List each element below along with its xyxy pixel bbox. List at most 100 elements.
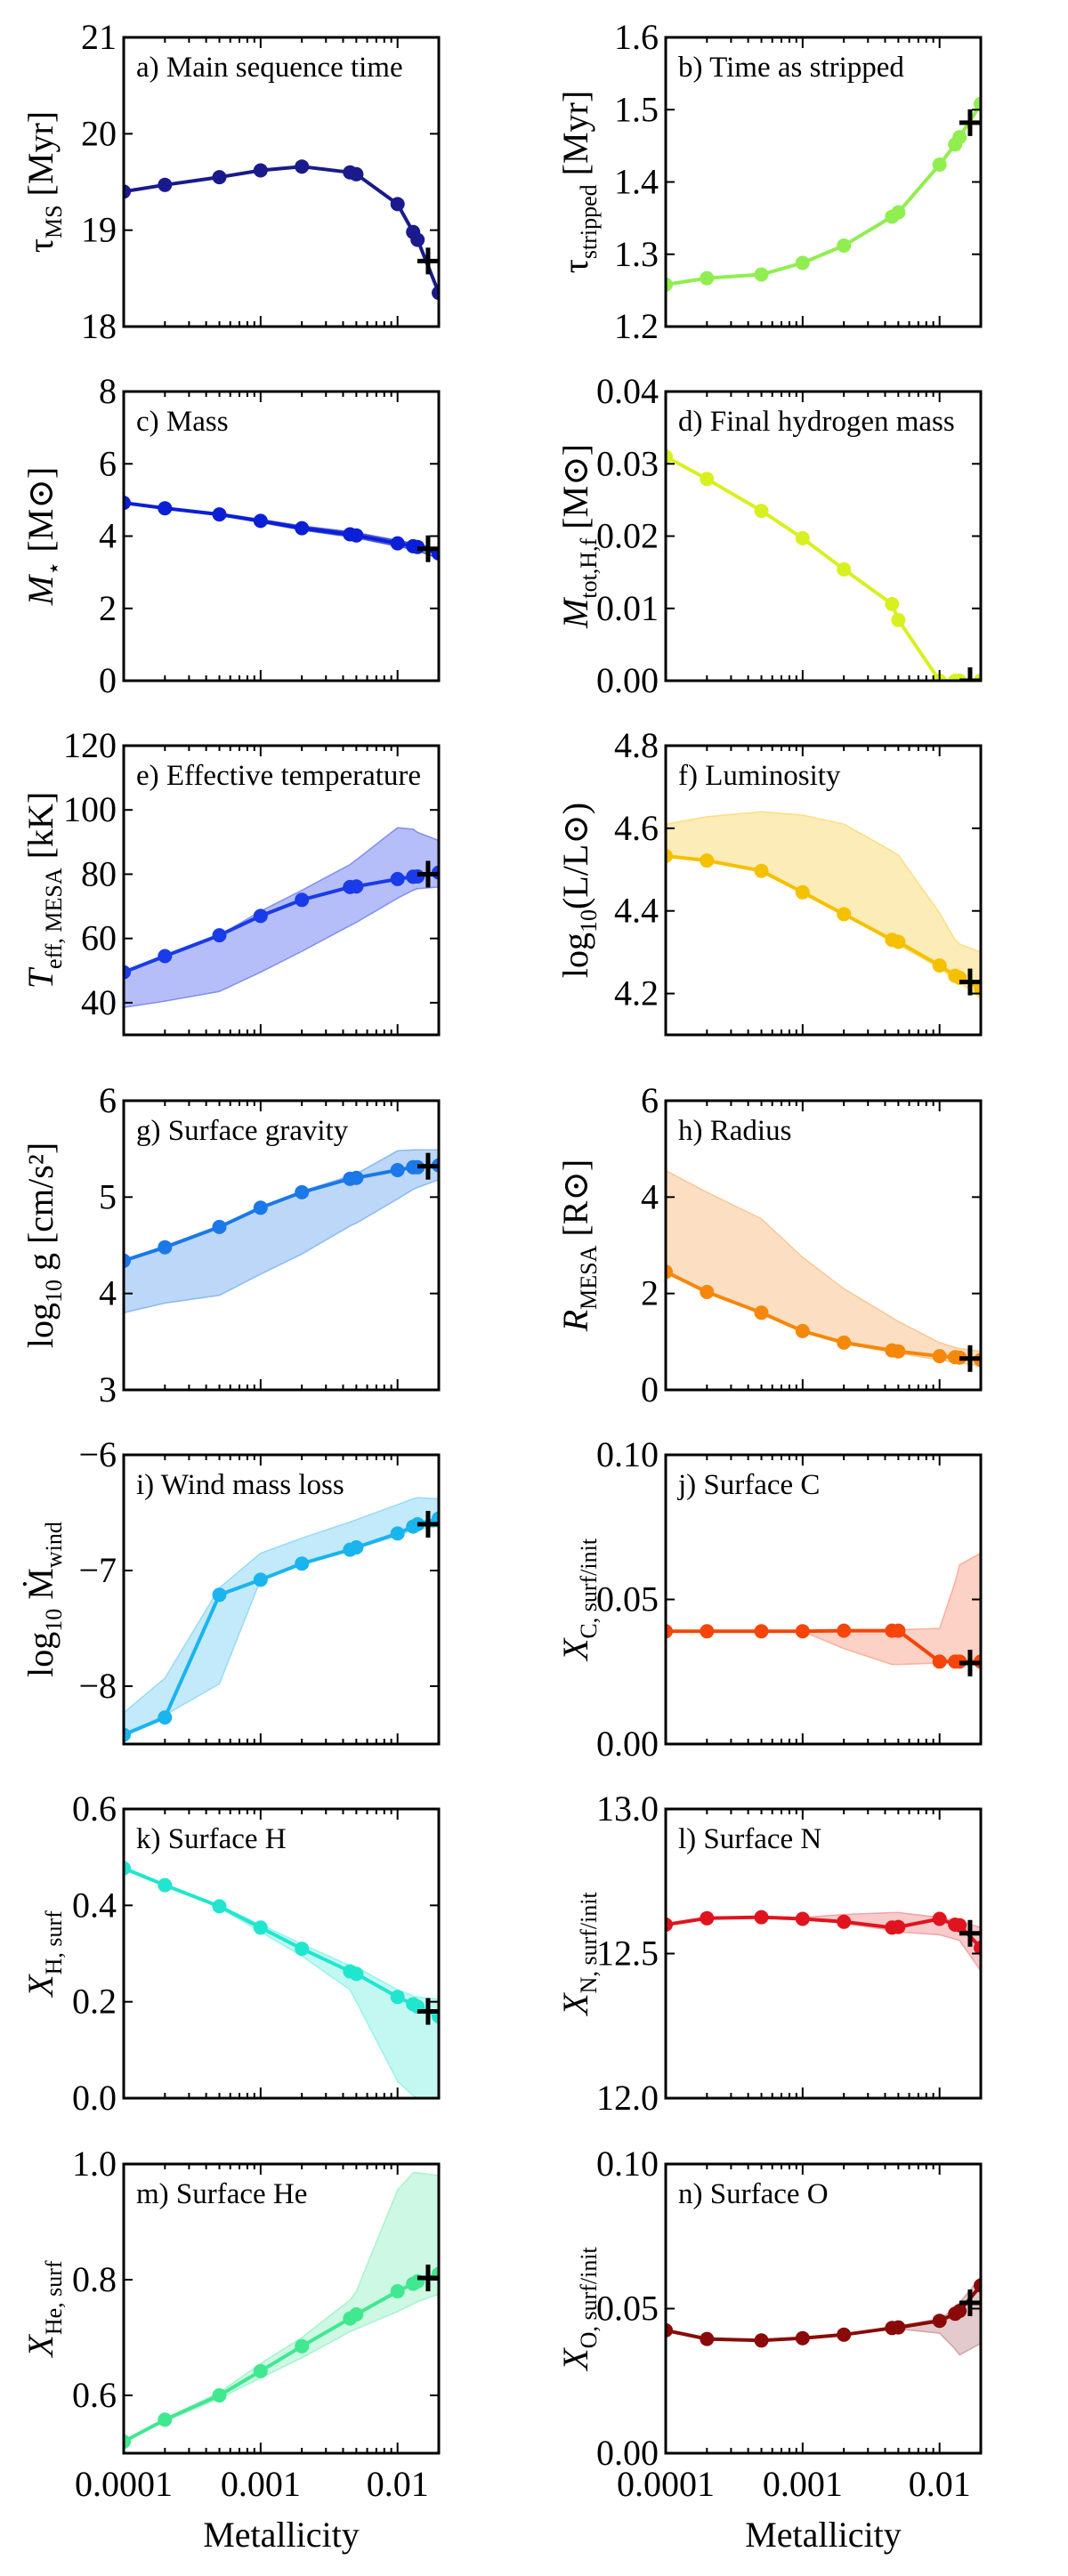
data-point <box>432 1511 439 1526</box>
x-tick-label: 0.01 <box>909 2464 971 2504</box>
y-tick-label: 3 <box>99 1369 117 1409</box>
y-tick-label: 6 <box>99 443 117 483</box>
data-point <box>253 163 268 178</box>
x-tick-label: 0.0001 <box>617 2464 715 2504</box>
data-point <box>795 530 810 545</box>
data-point <box>891 205 906 220</box>
data-point <box>666 2322 673 2338</box>
y-axis-label: Teff, MESA [kK] <box>20 792 67 989</box>
axes-frame <box>122 1807 441 2100</box>
data-point <box>974 96 981 111</box>
data-point <box>754 1910 769 1925</box>
data-point <box>295 159 310 174</box>
y-tick-label: 0.01 <box>596 588 659 628</box>
data-point <box>158 177 173 192</box>
y-tick-label: 1.5 <box>614 89 659 129</box>
data-point <box>974 2278 981 2293</box>
data-point <box>932 1349 947 1364</box>
panel-h: 0 2 4 6 h) Radius RMESA [R⊙] <box>555 1080 983 1409</box>
reference-marker <box>959 1345 981 1372</box>
y-tick-label: 2 <box>99 588 117 628</box>
data-point <box>700 1285 715 1299</box>
data-point <box>158 1877 173 1893</box>
y-tick-label: 0.2 <box>72 1982 117 2022</box>
axes-frame <box>122 1099 441 1392</box>
y-tick-label: 4.2 <box>614 973 659 1013</box>
reference-marker <box>417 247 439 275</box>
data-point <box>124 1861 131 1876</box>
data-point <box>891 2320 906 2335</box>
data-point <box>390 536 405 551</box>
panel-title: j) Surface C <box>677 1469 820 1501</box>
y-tick-label: 120 <box>63 725 117 765</box>
panel-title: c) Mass <box>136 406 229 438</box>
y-tick-label: 4 <box>99 1273 117 1313</box>
data-point <box>952 130 967 145</box>
panel-title: d) Final hydrogen mass <box>678 406 955 438</box>
y-tick-label: −7 <box>78 1550 117 1590</box>
data-point <box>349 528 364 543</box>
data-point <box>754 2333 769 2348</box>
y-axis-label: RMESA [R⊙] <box>555 1159 602 1333</box>
data-point <box>349 879 364 894</box>
reference-marker <box>417 2265 439 2292</box>
data-point <box>253 513 268 529</box>
y-tick-label: 100 <box>63 789 117 829</box>
data-point <box>666 1264 673 1280</box>
data-point <box>795 1624 810 1639</box>
axes-frame <box>664 744 983 1037</box>
data-point <box>754 504 769 519</box>
y-tick-label: 0.6 <box>72 1789 117 1829</box>
data-point <box>700 271 715 286</box>
data-point <box>124 1727 131 1742</box>
panel-title: b) Time as stripped <box>678 52 904 84</box>
plot-area <box>124 1497 439 1742</box>
data-point <box>124 2435 131 2449</box>
y-tick-label: 1.6 <box>614 17 659 57</box>
plot-area <box>666 1552 981 1676</box>
y-axis-label: XH, surf <box>20 1910 67 1999</box>
data-point <box>952 1918 967 1933</box>
data-point <box>754 1624 769 1639</box>
y-tick-label: 4 <box>99 516 117 556</box>
axes-frame <box>122 744 441 1037</box>
y-tick-label: 0.02 <box>596 516 659 556</box>
data-point <box>390 1526 405 1541</box>
y-tick-label: 1.3 <box>614 234 659 274</box>
y-tick-label: 5 <box>99 1176 117 1216</box>
x-axis-label: Metallicity <box>745 2515 902 2555</box>
data-point <box>295 1556 310 1571</box>
data-point <box>390 197 405 212</box>
data-point <box>124 965 131 980</box>
y-tick-label: 13.0 <box>596 1789 659 1829</box>
data-point <box>432 286 439 301</box>
data-point <box>295 2338 310 2354</box>
panel-title: h) Radius <box>678 1115 791 1147</box>
data-point <box>754 267 769 282</box>
series-line <box>666 102 981 287</box>
data-point <box>390 1990 405 2005</box>
y-tick-label: 18 <box>81 306 117 346</box>
data-point <box>124 1253 131 1268</box>
data-point <box>891 1919 906 1934</box>
reference-marker <box>959 667 981 681</box>
x-tick-label: 0.001 <box>763 2464 843 2504</box>
data-point <box>212 170 227 185</box>
reference-marker <box>959 1919 981 1947</box>
data-point <box>837 561 852 577</box>
data-point <box>295 1184 310 1199</box>
data-point <box>124 184 131 199</box>
y-tick-label: −8 <box>78 1666 117 1706</box>
data-point <box>253 1572 268 1587</box>
y-tick-label: 0.4 <box>72 1885 117 1925</box>
data-point <box>885 596 900 611</box>
panel-title: l) Surface N <box>678 1823 821 1855</box>
panel-title: e) Effective temperature <box>136 760 421 792</box>
data-point <box>700 472 715 487</box>
y-axis-label: XN, surf/init <box>555 1891 602 2016</box>
data-point <box>410 869 425 884</box>
panel-c: 0 2 4 6 8 c) Mass M⋆ [M⊙] <box>20 371 441 700</box>
uncertainty-band <box>124 827 439 1009</box>
data-point <box>932 1911 947 1926</box>
